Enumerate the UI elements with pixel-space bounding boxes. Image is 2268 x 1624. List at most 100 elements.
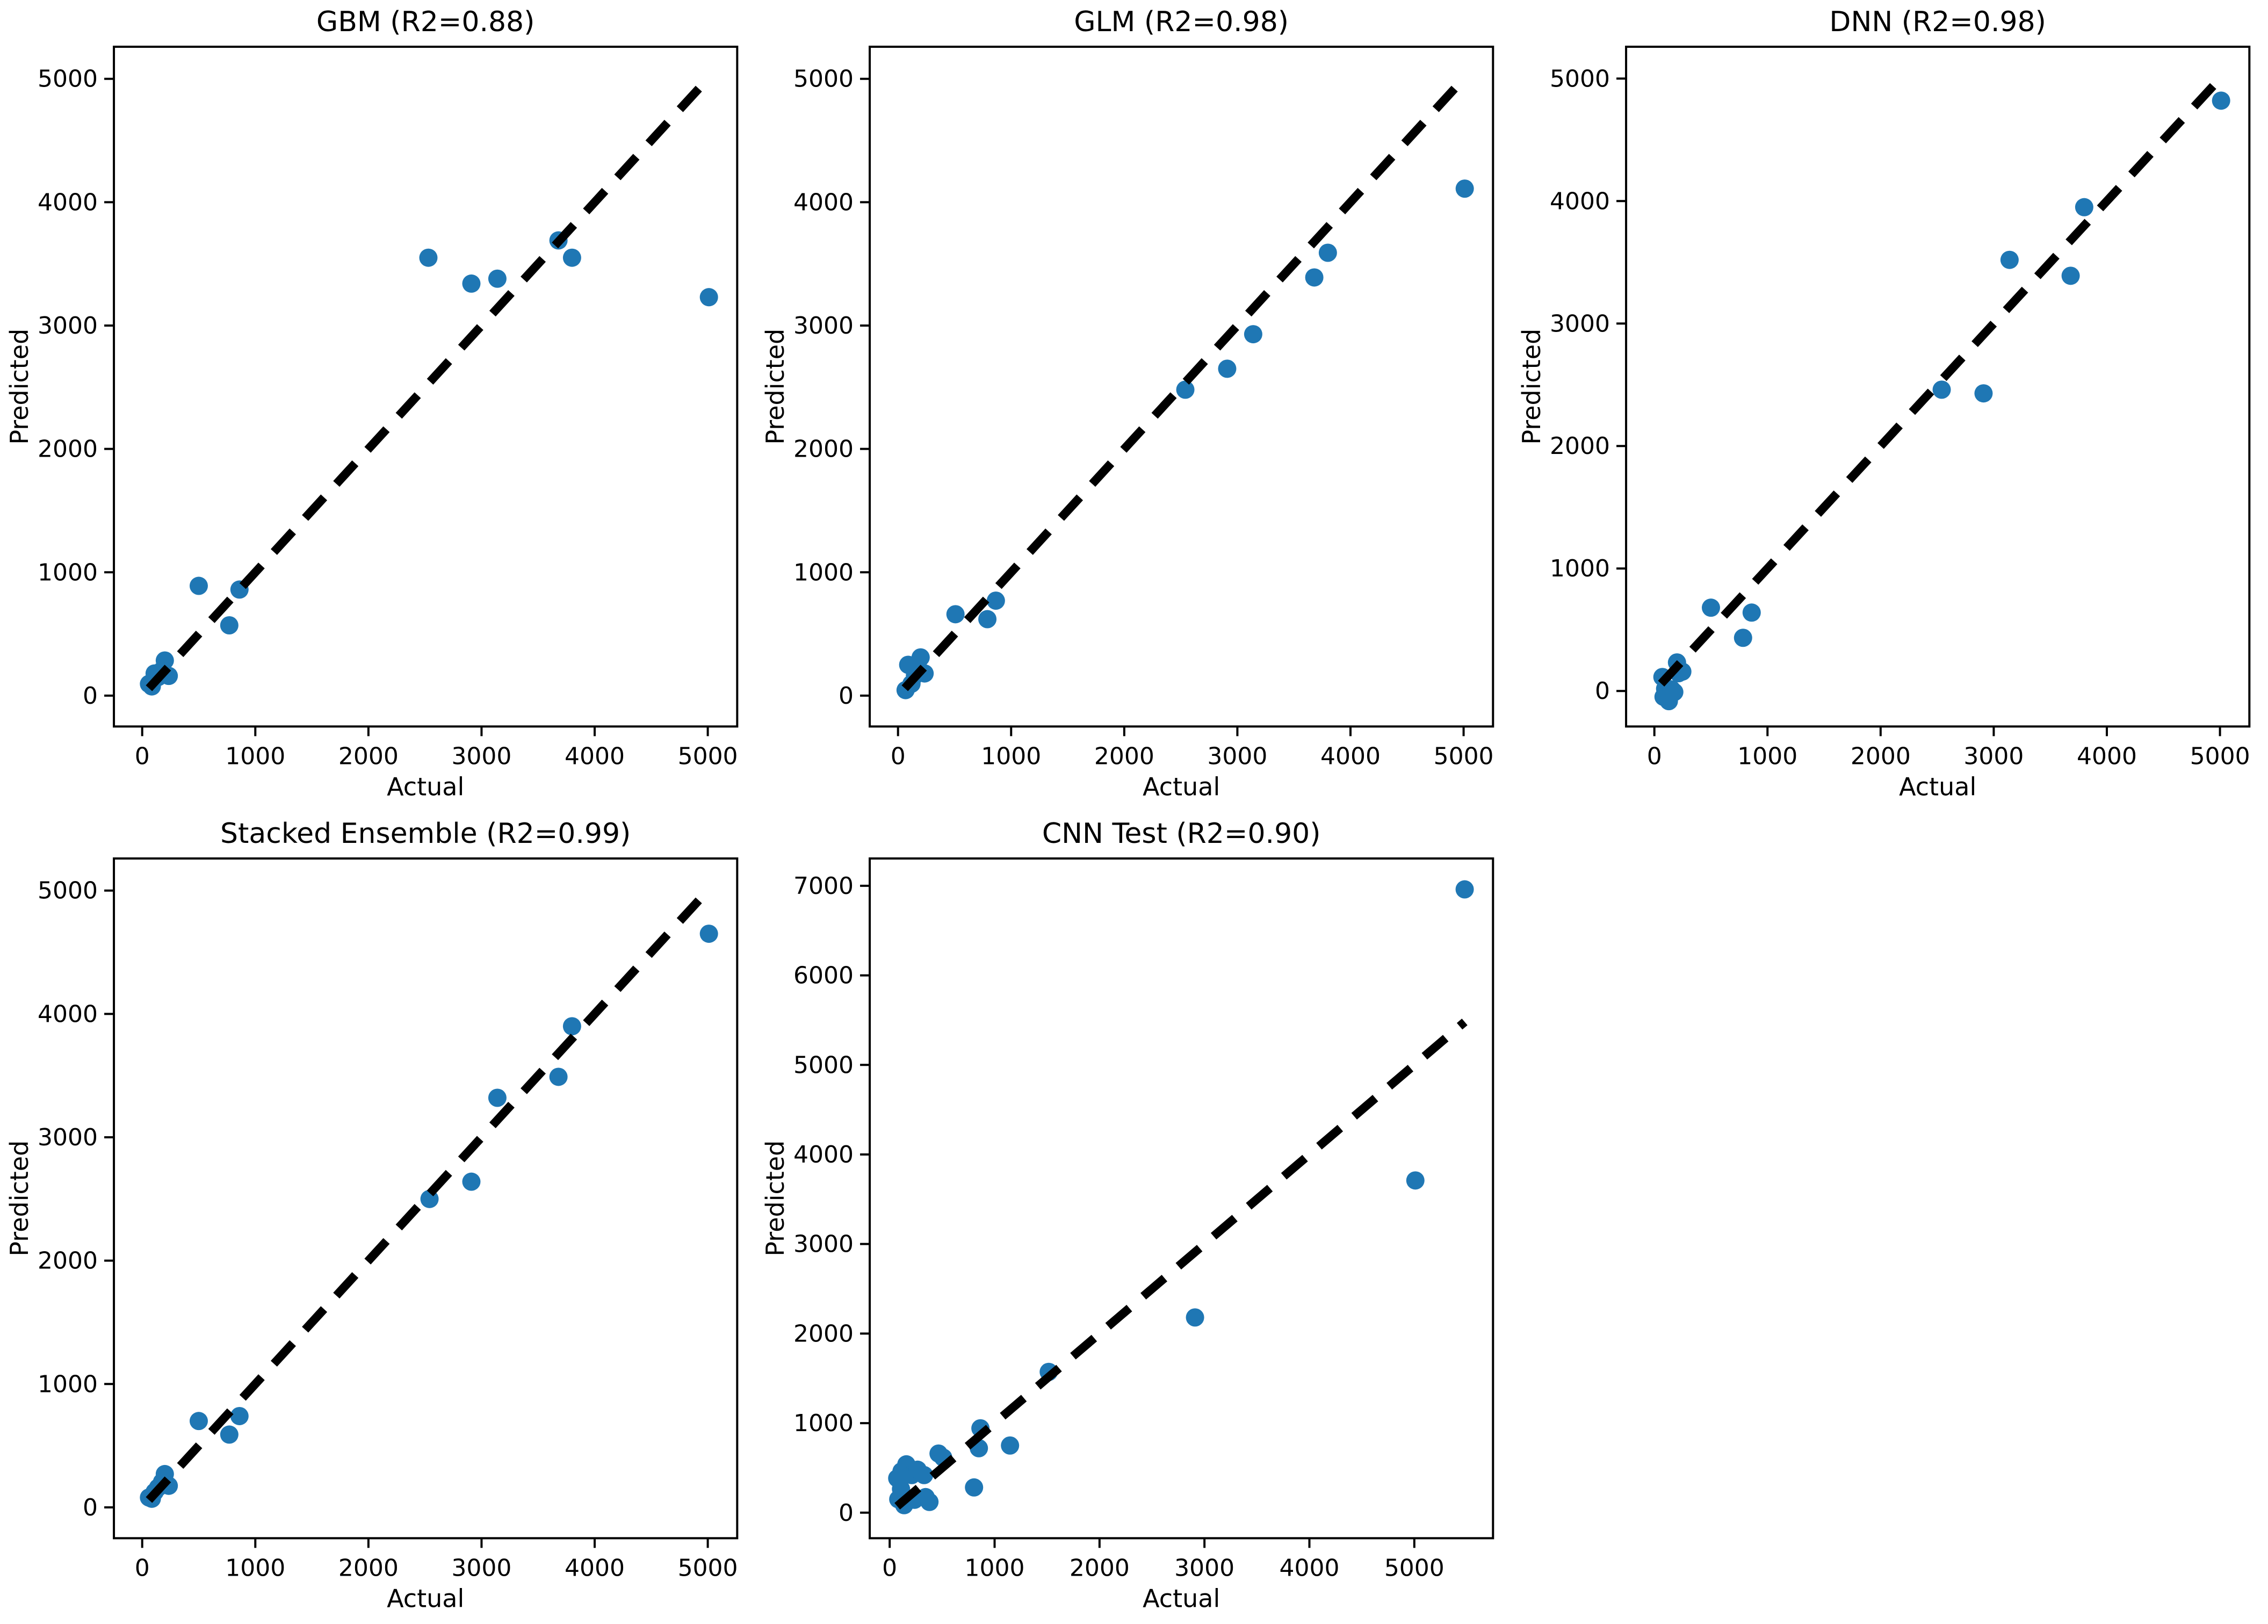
x-tick-label: 1000 [225,1555,285,1582]
y-tick-label: 5000 [793,1052,854,1079]
identity-line [146,75,712,691]
x-tick-label: 2000 [338,742,399,770]
y-axis-label: Predicted [5,329,34,445]
chart-stacked-ensemble-scatter: 0 1000 2000 3000 4000 5000 0 1000 2000 3000 4000 50… [5,818,739,1613]
data-point [946,605,965,624]
x-tick-label: 2000 [1851,742,1911,770]
data-point [230,1407,249,1426]
data-point [1455,880,1474,899]
data-point [562,248,581,267]
data-point [2212,91,2230,110]
x-axis-label: Actual [387,772,464,801]
subplot-cell-dnn: 0 1000 2000 3000 4000 5000 0 1000 2000 3000 4000 50… [1512,0,2268,812]
y-tick-label: 4000 [793,1141,854,1168]
data-point [1176,380,1195,399]
y-tick-label: 0 [83,682,98,710]
x-tick-label: 0 [891,742,906,770]
y-tick-label: 5000 [38,877,98,905]
data-point [189,1412,208,1431]
scatter-points [888,880,1474,1515]
data-point [965,1478,984,1497]
data-point [1001,1437,1020,1455]
data-point [1186,1308,1204,1327]
y-tick-label: 3000 [38,1124,98,1151]
y-tick-label: 4000 [793,189,854,216]
y-tick-label: 5000 [1550,65,1610,92]
data-point [488,269,507,288]
data-point [1932,380,1951,399]
x-tick-label: 2000 [338,1555,399,1582]
data-point [1701,598,1720,617]
chart-dnn-scatter: 0 1000 2000 3000 4000 5000 0 1000 2000 3000 4000 50… [1517,6,2250,801]
data-point [1406,1171,1425,1190]
y-tick-label: 7000 [793,872,854,900]
chart-title: GLM (R2=0.98) [1074,6,1289,38]
data-point [978,610,997,629]
subplot-cell-gbm: 0 1000 2000 3000 4000 5000 0 1000 2000 3000 4000 50… [0,0,756,812]
subplot-cell-cnn-test: 0 1000 2000 3000 4000 5000 0 1000 2000 3000 4000 50… [756,812,1512,1623]
y-tick-label: 1000 [793,1410,854,1437]
data-point [1742,603,1761,622]
axes-frame [113,46,739,728]
y-tick-label: 2000 [38,1247,98,1275]
y-tick-label: 5000 [793,66,854,93]
empty-cell [1512,812,2268,1623]
x-tick-label: 1000 [965,1555,1025,1582]
data-point [189,576,208,595]
axes-frame [113,857,739,1540]
data-point [549,1067,568,1086]
y-tick-label: 0 [1595,677,1610,705]
data-point [1319,243,1338,262]
y-tick-label: 4000 [38,189,98,216]
data-point [912,648,930,667]
data-point [987,591,1006,610]
subplot-cell-glm: 0 1000 2000 3000 4000 5000 0 1000 2000 3000 4000 50… [756,0,1512,812]
y-tick-label: 6000 [793,962,854,990]
data-point [699,925,718,943]
x-tick-label: 3000 [1208,742,1268,770]
x-axis-label: Actual [1143,1584,1220,1613]
data-point [488,1088,507,1107]
x-tick-label: 5000 [678,742,738,770]
x-tick-label: 0 [135,1555,150,1582]
x-tick-label: 3000 [1174,1555,1234,1582]
x-tick-label: 5000 [678,1555,738,1582]
data-point [220,1425,239,1444]
x-tick-label: 4000 [565,1555,625,1582]
x-tick-label: 3000 [451,742,511,770]
scatter-points [140,231,718,696]
y-tick-label: 1000 [1550,555,1610,582]
data-point [699,288,718,307]
x-tick-label: 3000 [1963,742,2024,770]
x-tick-label: 2000 [1094,742,1154,770]
y-tick-label: 0 [83,1494,98,1521]
y-axis-label: Predicted [761,329,790,445]
y-tick-label: 4000 [38,1001,98,1028]
y-axis-label: Predicted [1517,329,1546,445]
chart-title: CNN Test (R2=0.90) [1042,818,1321,850]
x-tick-label: 5000 [1384,1555,1444,1582]
y-tick-label: 0 [839,682,854,710]
y-tick-label: 2000 [793,1320,854,1348]
y-tick-label: 3000 [793,312,854,340]
chart-title: GBM (R2=0.88) [316,6,535,38]
y-tick-label: 1000 [38,1371,98,1398]
data-point [920,1493,939,1512]
x-tick-label: 4000 [2077,742,2137,770]
scatter-points [1653,91,2230,711]
y-tick-label: 3000 [793,1231,854,1258]
x-tick-label: 5000 [1434,742,1494,770]
data-point [562,1017,581,1036]
y-tick-label: 3000 [38,312,98,340]
chart-gbm-scatter: 0 1000 2000 3000 4000 5000 0 1000 2000 3000 4000 50… [5,6,739,801]
chart-glm-scatter: 0 1000 2000 3000 4000 5000 0 1000 2000 3000 4000 50… [761,6,1494,801]
x-tick-label: 3000 [451,1555,511,1582]
data-point [462,274,481,293]
y-tick-label: 2000 [793,436,854,463]
x-tick-label: 2000 [1070,1555,1130,1582]
data-point [419,248,438,267]
y-tick-label: 5000 [38,66,98,93]
x-tick-label: 5000 [2190,742,2250,770]
x-tick-label: 4000 [1280,1555,1340,1582]
